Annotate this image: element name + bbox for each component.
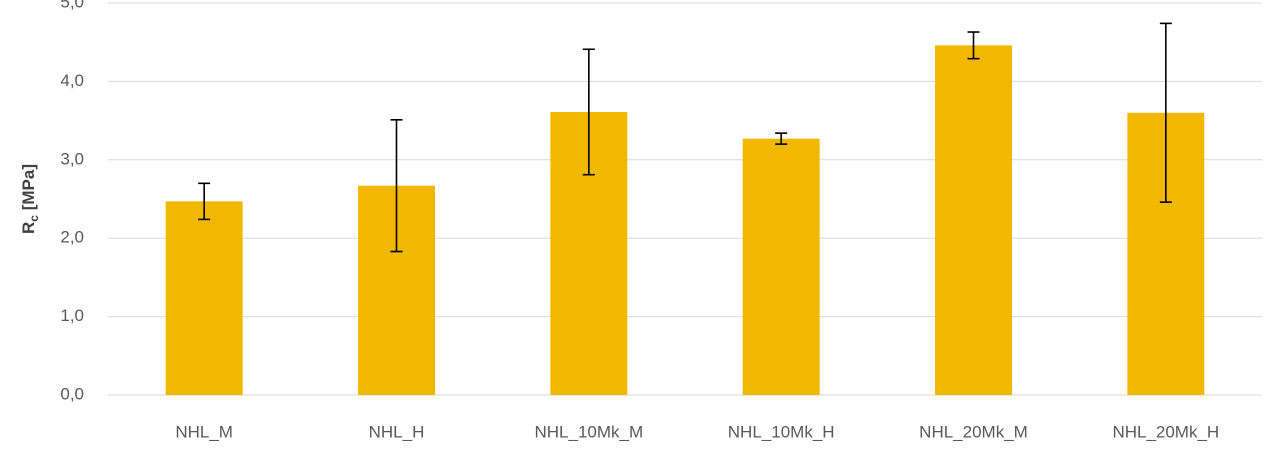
- y-label-base: R: [19, 222, 38, 234]
- bar: [165, 201, 243, 395]
- y-tick-label: 0,0: [60, 384, 84, 403]
- error-bar: [1159, 22, 1172, 203]
- y-tick-label: 3,0: [60, 149, 84, 168]
- y-tick-label: 1,0: [60, 306, 84, 325]
- y-label-unit: [MPa]: [19, 164, 38, 210]
- y-label-subscript: c: [27, 215, 41, 222]
- y-axis-label: Rc [MPa]: [19, 164, 41, 234]
- error-bar: [198, 182, 211, 221]
- x-tick-label: NHL_20Mk_M: [919, 422, 1028, 441]
- x-tick-label: NHL_M: [175, 422, 233, 441]
- x-tick-label: NHL_10Mk_M: [535, 422, 644, 441]
- error-bar: [582, 48, 595, 176]
- y-tick-label: 4,0: [60, 71, 84, 90]
- error-bar: [390, 119, 403, 253]
- bar: [935, 45, 1012, 395]
- error-bar: [775, 132, 788, 145]
- error-bar: [967, 31, 980, 60]
- x-tick-label: NHL_10Mk_H: [728, 422, 835, 441]
- x-tick-label: NHL_20Mk_H: [1112, 422, 1219, 441]
- bar: [742, 138, 820, 395]
- y-tick-label: 2,0: [60, 228, 84, 247]
- y-tick-label: 5,0: [60, 0, 84, 11]
- x-tick-label: NHL_H: [369, 422, 425, 441]
